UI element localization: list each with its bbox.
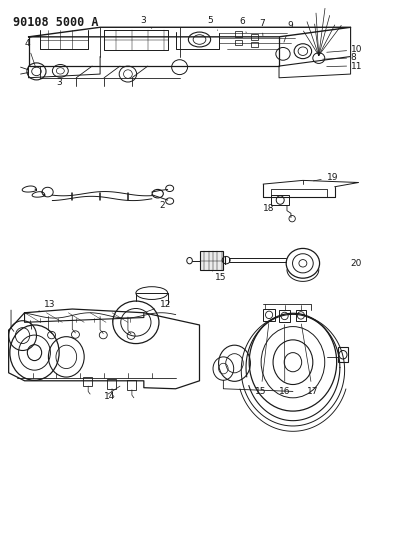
Text: 7: 7 [259,19,265,36]
Bar [200,251,223,270]
Text: 90108 5000 A: 90108 5000 A [13,15,98,29]
Bar [251,42,258,47]
Text: 12: 12 [146,300,171,312]
Text: 8: 8 [351,53,356,62]
Text: 9: 9 [284,21,293,42]
Text: 4: 4 [25,39,36,67]
Bar [279,310,290,322]
Bar [271,195,289,205]
Text: 18: 18 [263,204,275,213]
Bar [83,376,92,386]
Text: 20: 20 [351,260,362,268]
Text: 15: 15 [211,270,227,281]
Text: 3: 3 [56,77,62,86]
Text: 3: 3 [140,17,152,28]
Bar [296,310,306,321]
Bar [235,39,243,45]
Bar [127,380,136,390]
Bar [263,309,275,321]
Text: 13: 13 [39,300,56,310]
Text: 16: 16 [279,325,290,396]
Text: 17: 17 [301,324,318,396]
Bar [235,31,243,37]
Text: 19: 19 [314,173,338,182]
Bar [338,348,348,362]
Bar [107,379,116,389]
Text: 2: 2 [160,201,165,210]
Bar [251,34,258,39]
Text: 11: 11 [351,62,362,70]
Text: 14: 14 [104,392,115,401]
Text: 10: 10 [351,45,362,54]
Text: 15: 15 [255,324,269,396]
Text: 5: 5 [207,16,218,30]
Text: 6: 6 [239,18,246,33]
